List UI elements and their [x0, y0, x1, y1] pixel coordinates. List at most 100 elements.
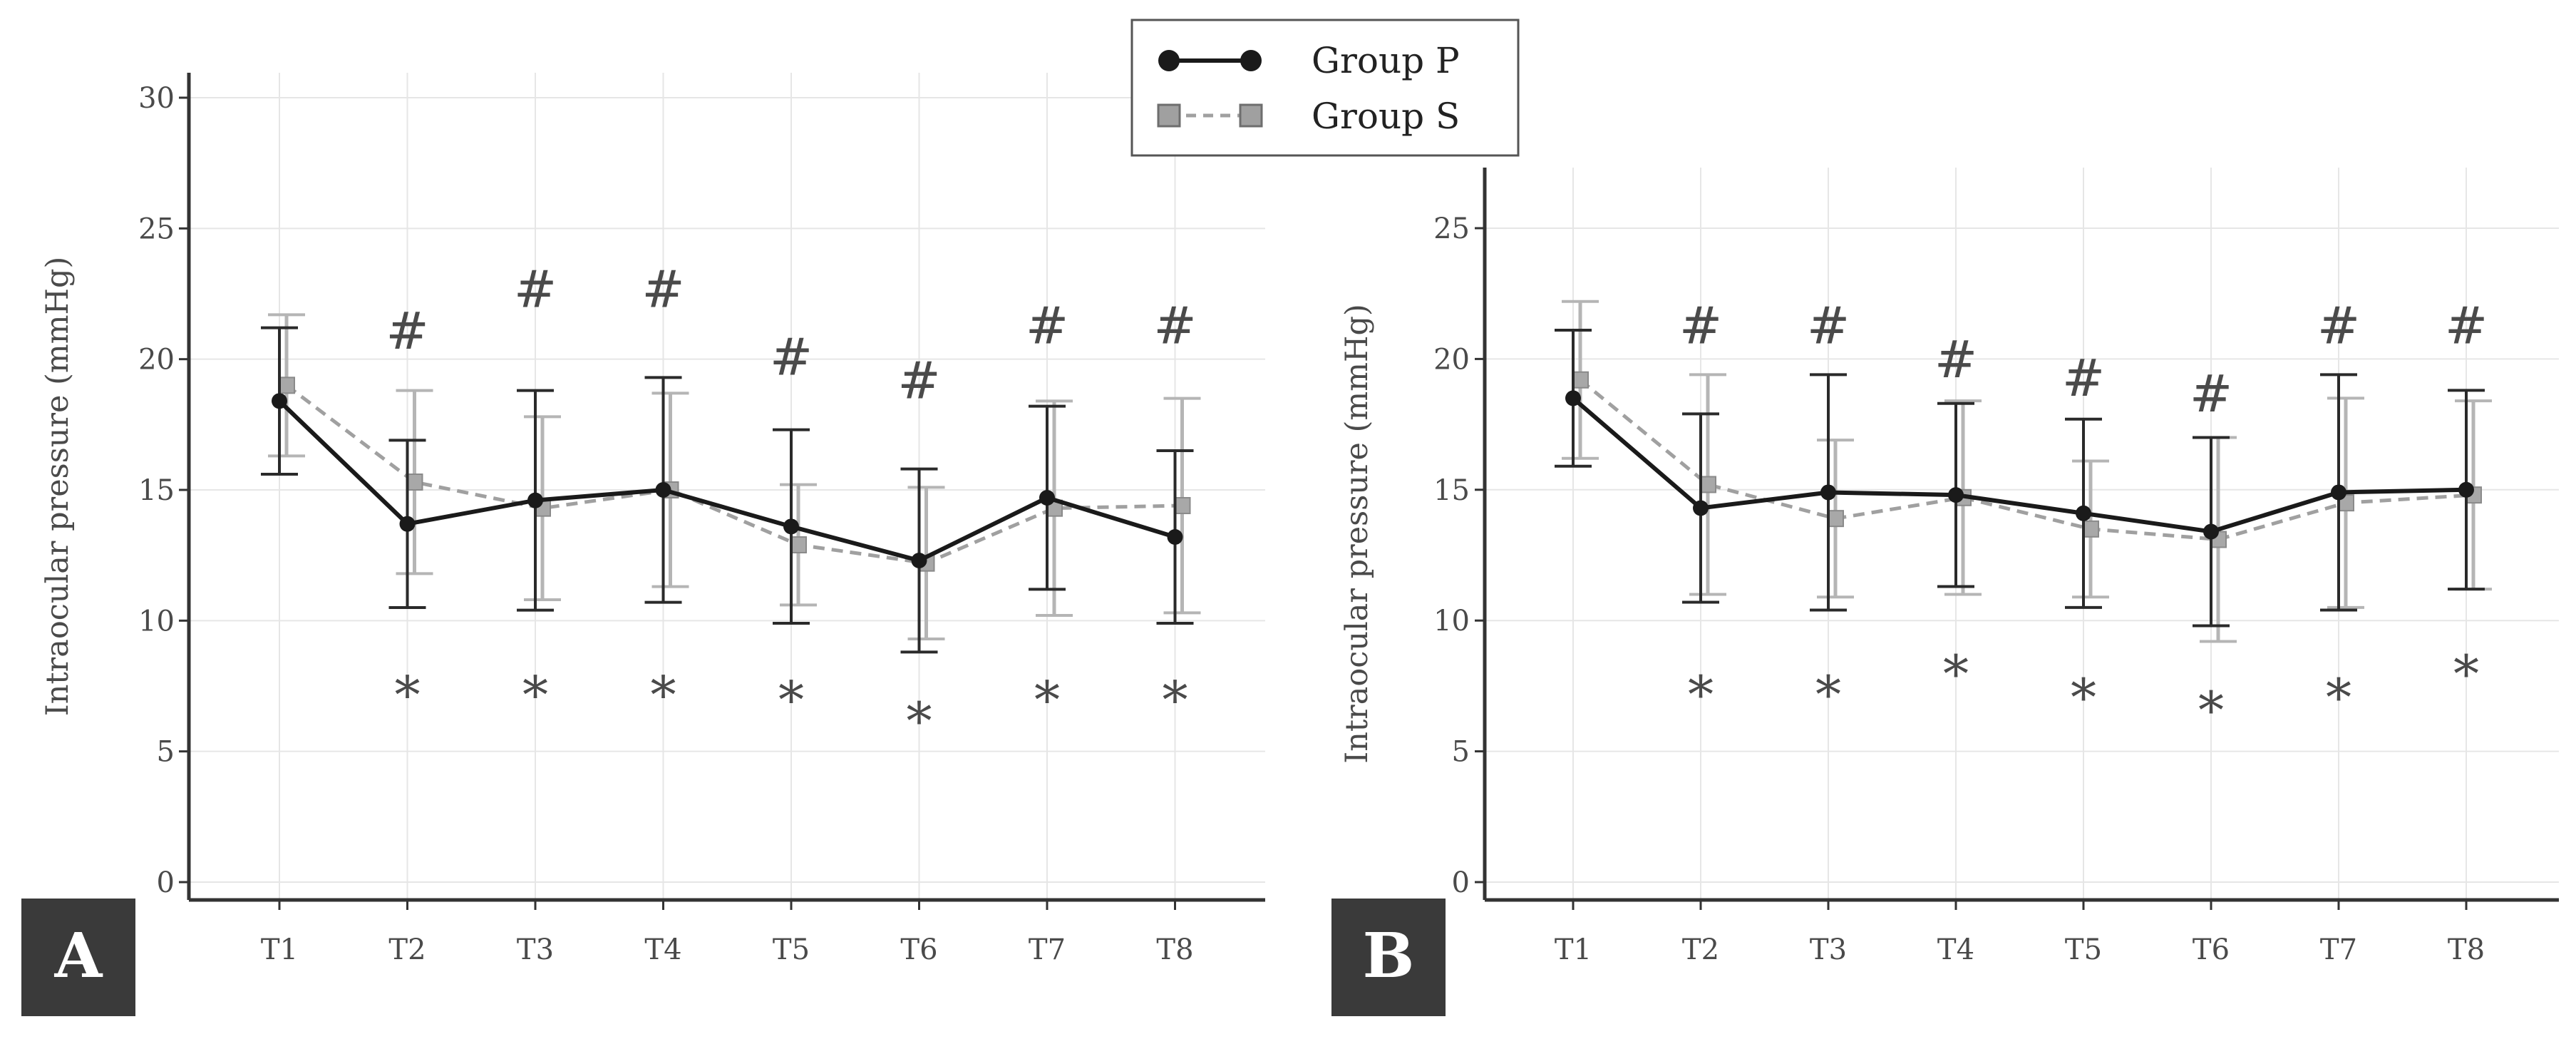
legend-marker-group-p-start [1158, 50, 1180, 71]
panel-a-hash-marker: # [770, 327, 813, 387]
panel-a-hash-marker: # [642, 259, 684, 319]
panel-a-group-p-line [277, 399, 1176, 563]
panel-a-group-s-point [790, 536, 807, 553]
panel-b-hash-marker: # [1807, 295, 1850, 355]
panel-b-y-tick-label: 10 [1433, 605, 1470, 638]
panel-b-hash-marker: # [2190, 364, 2232, 424]
panel-a: 0 5 10 15 20 25 30 T1 T2 T3 T4 T5 T6 T7 T8 Intraocular … [40, 73, 1265, 966]
panel-a-y-tick-label: 20 [138, 344, 175, 377]
panel-b-group-p-point [1820, 484, 1836, 501]
panel-a-group-s-point [1173, 497, 1191, 514]
panel-a-y-tick-label: 25 [138, 213, 175, 245]
panel-a-star-marker: * [907, 691, 932, 751]
panel-b-hash-marker: # [2062, 348, 2105, 408]
legend-label-group-s: Group S [1312, 96, 1460, 137]
panel-a-y-tick-label: 5 [157, 736, 175, 769]
panel-b-group-p-point [2076, 505, 2091, 521]
panel-b-group-s-point [2082, 520, 2099, 538]
panel-a-badge: A [21, 899, 135, 1016]
panel-b-group-p-point [2331, 484, 2346, 501]
legend-item-group-s: Group S [1157, 96, 1460, 137]
panel-b-x-tick-label: T3 [1810, 933, 1847, 966]
panel-a-star-marker: * [522, 665, 548, 725]
panel-b-x-tick-label: T5 [2065, 933, 2102, 966]
panel-b-label: B [1363, 920, 1415, 992]
panel-b-group-p-point [1565, 390, 1581, 406]
panel-a-group-p-point [1039, 490, 1055, 506]
panel-b-y-tick-label: 5 [1452, 736, 1470, 769]
panel-b-group-p-point [1948, 487, 1964, 503]
panel-b-y-tick-label: 15 [1433, 474, 1470, 507]
panel-b-star-marker: * [1688, 665, 1714, 725]
panel-b-x-tick-label: T2 [1682, 933, 1719, 966]
panel-b-group-s-line [1579, 378, 2474, 542]
legend: Group P Group S [1130, 19, 1520, 157]
panel-b-star-marker: * [2453, 644, 2479, 704]
panel-b-star-marker: * [1943, 644, 1969, 704]
panel-a-y-tick-label: 0 [157, 866, 175, 899]
legend-box [1130, 19, 1520, 157]
panel-b-group-s-point [1827, 510, 1844, 528]
panel-b-star-marker: * [2326, 667, 2351, 727]
panel-a-group-p-point [655, 482, 671, 498]
panel-a-x-tick-label: T5 [773, 933, 810, 966]
panel-b-star-marker: * [1815, 665, 1841, 725]
panel-b-x-tick-label: T6 [2193, 933, 2230, 966]
panel-b-x-tick-label: T7 [2320, 933, 2357, 966]
panel-a-group-p-point [272, 393, 287, 409]
panel-b-x-tick-label: T1 [1555, 933, 1592, 966]
panel-b-star-marker: * [2071, 667, 2096, 727]
panel-a-star-marker: * [651, 665, 676, 725]
panel-b-group-s-point [1572, 371, 1589, 389]
panel-a-hash-marker: # [897, 351, 940, 411]
panel-b-group-p-line [1572, 396, 2467, 534]
panel-a-x-tick-label: T2 [388, 933, 426, 966]
panel-a-y-tick-label: 30 [138, 82, 175, 115]
panel-a-group-p-point [911, 553, 927, 568]
panel-b-group-s-point [1699, 476, 1716, 493]
panel-b-group-p-point [2203, 523, 2219, 540]
panel-a-star-marker: * [778, 670, 804, 730]
panel-b-badge: B [1331, 899, 1446, 1016]
panel-a-hash-marker: # [1026, 296, 1068, 356]
panel-a-label: A [54, 920, 103, 992]
panel-a-x-tick-label: T8 [1156, 933, 1193, 966]
panel-a-group-p-point [527, 492, 543, 508]
panel-b-hash-marker: # [1934, 329, 1977, 389]
panel-a-star-marker: * [1163, 670, 1188, 730]
legend-item-group-p: Group P [1158, 40, 1460, 81]
panel-a-y-tick-label: 10 [138, 605, 175, 638]
panel-b-hash-marker: # [1679, 295, 1722, 355]
panel-b: 0 5 10 15 20 25 T1 T2 T3 T4 T5 T6 T7 T8 Intraocular pr… [1339, 168, 2559, 966]
legend-label-group-p: Group P [1312, 40, 1460, 81]
panel-b-star-marker: * [2198, 680, 2224, 740]
panel-a-x-tick-label: T4 [644, 933, 681, 966]
panel-b-y-tick-label: 25 [1433, 213, 1470, 245]
panel-a-group-s-point [278, 377, 295, 394]
panel-b-y-tick-label: 20 [1433, 343, 1470, 376]
panel-b-y-tick-label: 0 [1452, 866, 1470, 899]
panel-a-y-axis-label: Intraocular pressure (mmHg) [40, 257, 76, 717]
panel-a-x-tick-label: T7 [1029, 933, 1066, 966]
panel-a-hash-marker: # [514, 259, 557, 319]
panel-b-y-axis-label: Intraocular pressure (mmHg) [1339, 304, 1375, 764]
panel-a-x-tick-label: T1 [261, 933, 298, 966]
legend-marker-group-s-end [1239, 103, 1263, 128]
panel-a-group-p-point [783, 518, 799, 535]
legend-marker-group-p-end [1240, 50, 1262, 71]
panel-b-hash-marker: # [2445, 295, 2488, 355]
panel-a-group-p-point [1167, 529, 1183, 545]
panel-a-group-p-point [399, 516, 416, 532]
panel-a-hash-marker: # [1153, 296, 1196, 356]
panel-b-x-tick-label: T8 [2448, 933, 2485, 966]
panel-b-group-p-point [1693, 500, 1709, 516]
panel-b-group-p-point [2458, 481, 2474, 498]
panel-b-hash-marker: # [2317, 295, 2360, 355]
panel-a-y-tick-label: 15 [138, 474, 175, 507]
panel-a-x-tick-label: T3 [517, 933, 554, 966]
panel-b-x-tick-label: T4 [1937, 933, 1974, 966]
panel-a-star-marker: * [395, 665, 421, 725]
panel-a-group-s-point [406, 474, 423, 491]
panel-a-hash-marker: # [386, 301, 428, 361]
